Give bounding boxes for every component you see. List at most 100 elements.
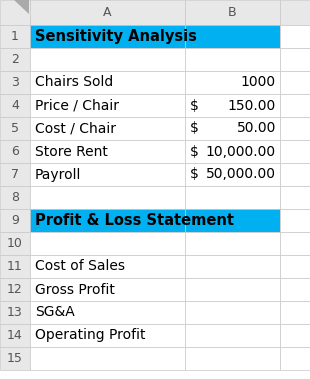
Bar xyxy=(185,140,280,163)
Bar xyxy=(280,209,310,232)
Bar xyxy=(280,232,310,255)
Text: 150.00: 150.00 xyxy=(228,99,276,113)
Text: A: A xyxy=(103,6,112,19)
Bar xyxy=(0,347,30,370)
Text: $: $ xyxy=(190,144,199,158)
Text: 15: 15 xyxy=(7,352,23,365)
Bar xyxy=(30,0,185,25)
Bar xyxy=(30,117,185,140)
Bar xyxy=(0,117,30,140)
Bar xyxy=(280,48,310,71)
Text: Profit & Loss Statement: Profit & Loss Statement xyxy=(35,213,234,228)
Bar xyxy=(0,48,30,71)
Text: 14: 14 xyxy=(7,329,23,342)
Bar xyxy=(280,117,310,140)
Bar xyxy=(30,301,185,324)
Bar xyxy=(0,301,30,324)
Bar xyxy=(185,347,280,370)
Text: Chairs Sold: Chairs Sold xyxy=(35,75,113,89)
Text: 5: 5 xyxy=(11,122,19,135)
Bar xyxy=(185,301,280,324)
Bar xyxy=(30,48,185,71)
Bar xyxy=(0,255,30,278)
Bar xyxy=(185,186,280,209)
Text: Cost / Chair: Cost / Chair xyxy=(35,122,116,136)
Text: 1: 1 xyxy=(11,30,19,43)
Bar xyxy=(30,94,185,117)
Bar xyxy=(185,209,280,232)
Bar xyxy=(280,186,310,209)
Bar xyxy=(0,232,30,255)
Bar xyxy=(0,0,30,25)
Bar xyxy=(280,0,310,25)
Text: 11: 11 xyxy=(7,260,23,273)
Text: Operating Profit: Operating Profit xyxy=(35,329,145,343)
Bar xyxy=(280,278,310,301)
Text: $: $ xyxy=(190,168,199,182)
Bar xyxy=(185,0,280,25)
Bar xyxy=(30,347,185,370)
Polygon shape xyxy=(14,0,29,14)
Bar xyxy=(0,71,30,94)
Bar xyxy=(280,301,310,324)
Bar xyxy=(0,94,30,117)
Text: Store Rent: Store Rent xyxy=(35,144,108,158)
Bar xyxy=(30,163,185,186)
Bar xyxy=(0,209,30,232)
Text: 7: 7 xyxy=(11,168,19,181)
Bar xyxy=(280,25,310,48)
Text: Price / Chair: Price / Chair xyxy=(35,99,119,113)
Bar xyxy=(30,209,185,232)
Bar xyxy=(185,232,280,255)
Bar xyxy=(0,163,30,186)
Bar xyxy=(30,232,185,255)
Bar xyxy=(185,255,280,278)
Bar xyxy=(280,163,310,186)
Bar xyxy=(30,324,185,347)
Text: SG&A: SG&A xyxy=(35,305,75,319)
Bar xyxy=(30,278,185,301)
Text: 9: 9 xyxy=(11,214,19,227)
Bar xyxy=(185,48,280,71)
Text: 1000: 1000 xyxy=(241,75,276,89)
Text: 4: 4 xyxy=(11,99,19,112)
Text: 6: 6 xyxy=(11,145,19,158)
Bar xyxy=(30,140,185,163)
Bar xyxy=(280,255,310,278)
Bar xyxy=(0,278,30,301)
Bar xyxy=(185,324,280,347)
Text: Sensitivity Analysis: Sensitivity Analysis xyxy=(35,29,197,44)
Text: 50.00: 50.00 xyxy=(237,122,276,136)
Bar xyxy=(0,25,30,48)
Bar xyxy=(185,25,280,48)
Text: 12: 12 xyxy=(7,283,23,296)
Bar xyxy=(280,71,310,94)
Bar xyxy=(30,186,185,209)
Text: Payroll: Payroll xyxy=(35,168,81,182)
Bar xyxy=(30,255,185,278)
Bar xyxy=(185,163,280,186)
Text: 13: 13 xyxy=(7,306,23,319)
Bar xyxy=(0,324,30,347)
Text: $: $ xyxy=(190,99,199,113)
Bar xyxy=(280,140,310,163)
Text: 3: 3 xyxy=(11,76,19,89)
Bar xyxy=(280,347,310,370)
Text: 8: 8 xyxy=(11,191,19,204)
Text: Cost of Sales: Cost of Sales xyxy=(35,260,125,274)
Bar xyxy=(0,140,30,163)
Bar xyxy=(280,324,310,347)
Bar xyxy=(280,94,310,117)
Bar xyxy=(185,117,280,140)
Text: Gross Profit: Gross Profit xyxy=(35,282,115,296)
Text: 10,000.00: 10,000.00 xyxy=(206,144,276,158)
Bar xyxy=(185,71,280,94)
Bar xyxy=(185,278,280,301)
Text: 2: 2 xyxy=(11,53,19,66)
Text: 10: 10 xyxy=(7,237,23,250)
Bar xyxy=(30,25,185,48)
Bar xyxy=(0,186,30,209)
Text: $: $ xyxy=(190,122,199,136)
Text: B: B xyxy=(228,6,237,19)
Bar xyxy=(30,71,185,94)
